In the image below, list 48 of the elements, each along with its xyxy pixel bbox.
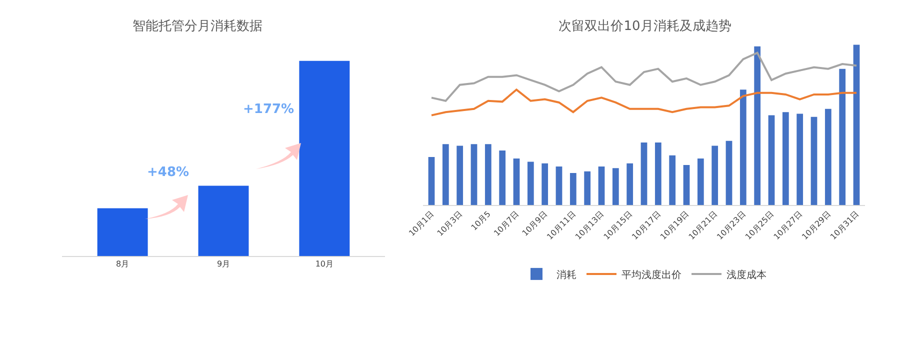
bar — [683, 164, 690, 205]
bar — [527, 162, 534, 205]
bar — [570, 172, 576, 205]
bar — [782, 112, 789, 205]
bar — [754, 46, 761, 205]
bar — [669, 155, 676, 205]
bar — [839, 68, 846, 205]
bar — [640, 142, 648, 205]
bar — [726, 140, 732, 205]
bar — [740, 90, 746, 205]
bar — [824, 108, 832, 205]
bar — [598, 166, 605, 205]
x-tick-label: 10月11日 — [545, 209, 578, 242]
bar — [853, 44, 860, 205]
x-tick-label: 10月23日 — [715, 209, 748, 242]
x-tick-label: 10月7日 — [492, 209, 521, 238]
x-tick-label: 10月5 — [470, 209, 492, 232]
chart-title: 智能托管分月消耗数据 — [132, 19, 262, 34]
x-tick-label: 10月 — [315, 260, 334, 269]
x-tick-label: 10月3日 — [436, 209, 464, 238]
bar — [484, 144, 492, 205]
bar — [626, 163, 634, 205]
annotation: +177% — [243, 102, 294, 117]
bar — [513, 158, 520, 205]
legend-label: 浅度成本 — [726, 268, 766, 281]
bar — [810, 116, 818, 205]
bar — [456, 146, 464, 205]
x-tick-label: 9月 — [216, 260, 230, 269]
bar — [768, 115, 775, 205]
bar — [428, 156, 435, 205]
annotation: +48% — [147, 165, 190, 180]
bar — [712, 146, 718, 205]
chart-title: 次留双出价10月消耗及成趋势 — [558, 19, 732, 34]
bar — [442, 144, 449, 205]
bar — [584, 171, 591, 205]
bar — [697, 158, 704, 205]
bar — [542, 163, 548, 205]
legend-label: 消耗 — [556, 268, 576, 281]
x-tick-label: 8月 — [116, 260, 130, 269]
bar — [654, 142, 662, 205]
x-tick-label: 10月1日 — [407, 209, 436, 238]
bar — [470, 144, 478, 205]
bar — [796, 114, 804, 205]
x-tick-label: 10月17日 — [630, 209, 662, 242]
legend-label: 平均浅度出价 — [622, 268, 682, 281]
bar — [499, 150, 506, 205]
bar — [556, 166, 562, 205]
bar — [612, 168, 619, 205]
